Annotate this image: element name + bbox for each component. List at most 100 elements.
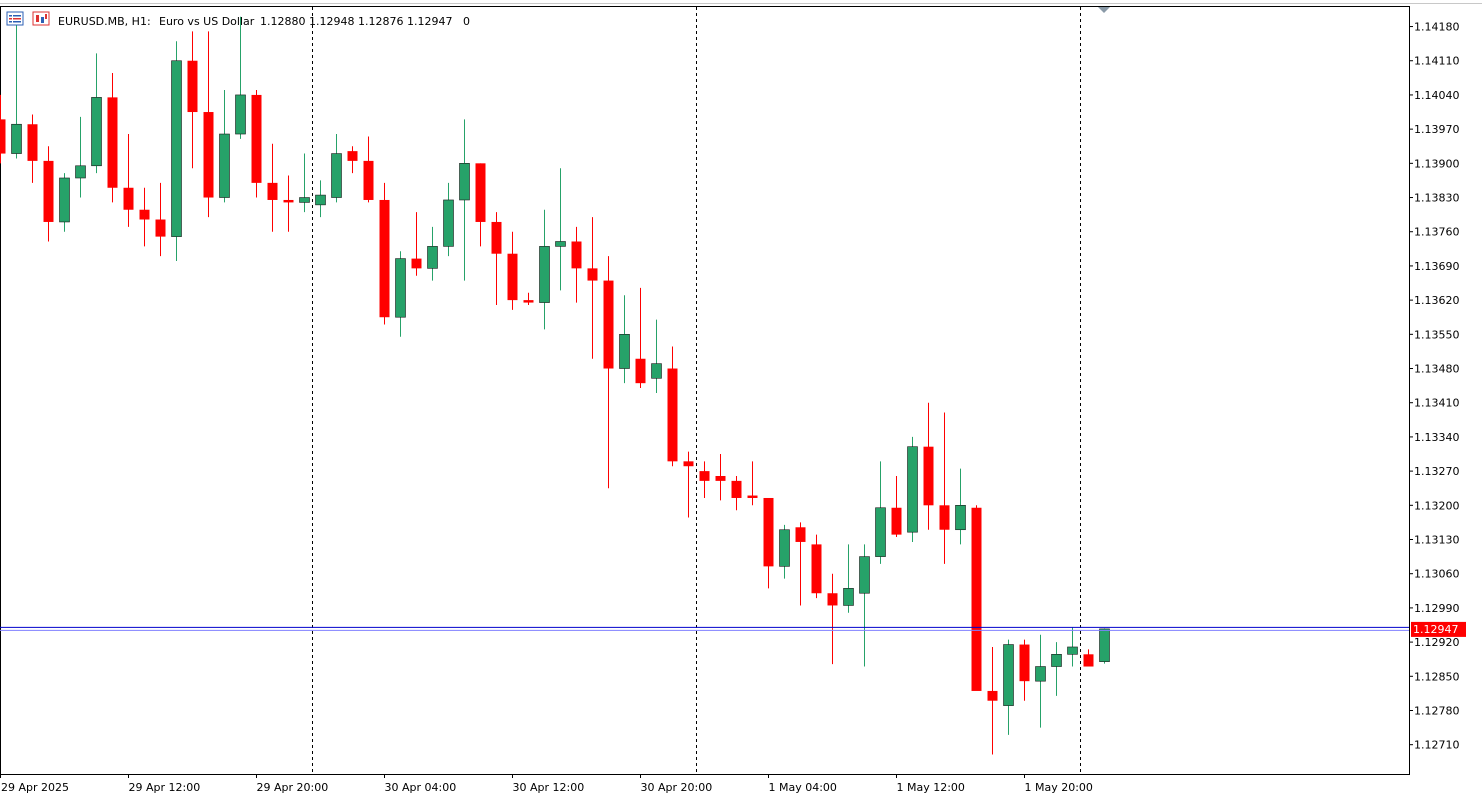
time-tick-label-4: 30 Apr 12:00 — [513, 781, 585, 794]
day-separators — [312, 7, 1081, 774]
candle-44[interactable] — [699, 461, 710, 498]
candle-body-12 — [187, 60, 198, 113]
candle-33[interactable] — [523, 292, 534, 306]
candle-body-46 — [731, 480, 742, 498]
candle-body-45 — [715, 475, 726, 481]
candle-14[interactable] — [219, 90, 230, 203]
candle-32[interactable] — [507, 231, 518, 310]
candle-66[interactable] — [1051, 642, 1062, 696]
candle-54[interactable] — [859, 544, 870, 667]
candle-62[interactable] — [987, 646, 998, 755]
candle-1[interactable] — [11, 16, 22, 159]
candle-2[interactable] — [27, 114, 38, 183]
candle-46[interactable] — [731, 475, 742, 511]
candle-45[interactable] — [715, 454, 726, 501]
candle-67[interactable] — [1067, 627, 1078, 667]
candle-body-19 — [299, 197, 310, 203]
candle-7[interactable] — [107, 72, 118, 203]
price-tick-label-14: 1.13200 — [1414, 499, 1460, 512]
candle-18[interactable] — [283, 175, 294, 232]
candle-26[interactable] — [411, 212, 422, 276]
candle-29[interactable] — [459, 119, 470, 281]
current-price-tag: 1.12947 — [1411, 621, 1466, 637]
candle-9[interactable] — [139, 187, 150, 247]
candle-53[interactable] — [843, 544, 854, 613]
candle-42[interactable] — [667, 346, 678, 467]
candle-57[interactable] — [907, 436, 918, 542]
candle-13[interactable] — [203, 31, 214, 218]
candle-body-34 — [539, 246, 550, 303]
time-tick-label-8: 1 May 20:00 — [1025, 781, 1093, 794]
candle-body-39 — [619, 334, 630, 369]
candle-31[interactable] — [491, 212, 502, 306]
price-tick-label-4: 1.13900 — [1414, 157, 1460, 170]
candle-27[interactable] — [427, 226, 438, 281]
candle-4[interactable] — [59, 173, 70, 232]
candle-5[interactable] — [75, 116, 86, 198]
candle-19[interactable] — [299, 153, 310, 213]
candle-15[interactable] — [235, 16, 246, 139]
chart-shift-marker-icon[interactable] — [1098, 7, 1110, 13]
candle-12[interactable] — [187, 31, 198, 169]
candle-25[interactable] — [395, 251, 406, 337]
candle-body-41 — [651, 363, 662, 379]
candle-35[interactable] — [555, 168, 566, 291]
candle-63[interactable] — [1003, 639, 1014, 735]
candle-68[interactable] — [1083, 649, 1094, 667]
candle-8[interactable] — [123, 134, 134, 227]
candle-30[interactable] — [475, 163, 486, 247]
candle-20[interactable] — [315, 180, 326, 218]
price-tick-label-19: 1.12850 — [1414, 670, 1460, 683]
candle-body-6 — [91, 97, 102, 167]
candle-28[interactable] — [443, 182, 454, 257]
candle-10[interactable] — [155, 182, 166, 257]
candle-65[interactable] — [1035, 634, 1046, 728]
candle-38[interactable] — [603, 256, 614, 489]
candle-58[interactable] — [923, 402, 934, 530]
list-icon[interactable] — [6, 11, 24, 26]
candle-body-61 — [971, 507, 982, 691]
candle-16[interactable] — [251, 90, 262, 198]
time-axis[interactable]: 29 Apr 2025 29 Apr 12:00 29 Apr 20:00 30 Ap… — [0, 774, 1093, 794]
candle-21[interactable] — [331, 134, 342, 203]
price-axis[interactable]: 1.14180 1.14110 1.14040 1.13970 1.13900 1.138… — [1409, 21, 1460, 752]
candle-body-36 — [571, 241, 582, 269]
candle-60[interactable] — [955, 468, 966, 545]
candle-56[interactable] — [891, 475, 902, 538]
candle-36[interactable] — [571, 226, 582, 303]
candles-layer[interactable] — [0, 16, 1110, 755]
candle-49[interactable] — [779, 524, 790, 579]
candle-6[interactable] — [91, 53, 102, 174]
candle-body-13 — [203, 112, 214, 198]
time-tick-label-3: 30 Apr 04:00 — [385, 781, 457, 794]
candle-48[interactable] — [763, 497, 774, 589]
candle-39[interactable] — [619, 295, 630, 384]
candle-23[interactable] — [363, 136, 374, 203]
candle-24[interactable] — [379, 182, 390, 325]
candle-50[interactable] — [795, 522, 806, 606]
candle-41[interactable] — [651, 319, 662, 393]
candle-body-40 — [635, 358, 646, 384]
candle-47[interactable] — [747, 461, 758, 506]
candle-59[interactable] — [939, 412, 950, 564]
candle-11[interactable] — [171, 41, 182, 262]
candle-0[interactable] — [0, 94, 6, 164]
candles-icon[interactable] — [32, 11, 50, 26]
candle-52[interactable] — [827, 573, 838, 665]
candle-34[interactable] — [539, 209, 550, 330]
candle-37[interactable] — [587, 217, 598, 359]
candle-40[interactable] — [635, 287, 646, 389]
candle-69[interactable] — [1099, 628, 1110, 664]
candle-64[interactable] — [1019, 639, 1030, 701]
candle-body-9 — [139, 209, 150, 220]
candle-55[interactable] — [875, 461, 886, 564]
candle-3[interactable] — [43, 146, 54, 242]
candle-body-30 — [475, 163, 486, 222]
candle-51[interactable] — [811, 534, 822, 599]
candle-43[interactable] — [683, 451, 694, 518]
symbol-description: Euro vs US Dollar — [159, 15, 255, 28]
candle-61[interactable] — [971, 505, 982, 691]
candle-17[interactable] — [267, 143, 278, 232]
candle-22[interactable] — [347, 146, 358, 174]
